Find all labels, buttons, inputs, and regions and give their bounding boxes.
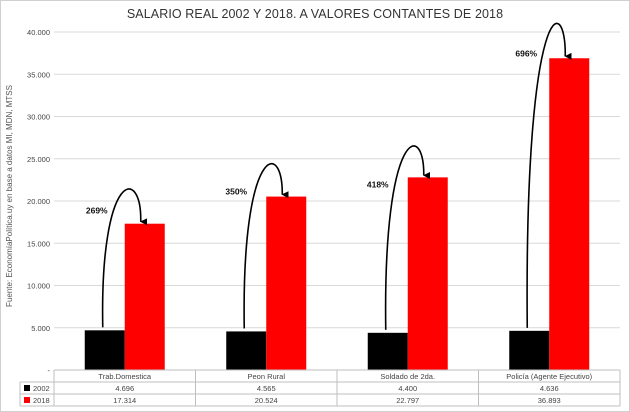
bar-2018-0 <box>124 223 165 370</box>
y-tick-label: 20.000 <box>27 197 50 206</box>
data-label: 4.696 <box>115 384 134 393</box>
y-tick-label: 30.000 <box>27 113 50 122</box>
growth-arrow-2 <box>384 145 431 330</box>
bar-2002-1 <box>226 331 267 370</box>
chart-title: SALARIO REAL 2002 Y 2018. A VALORES CONT… <box>126 7 504 21</box>
growth-arrow-3 <box>526 22 572 328</box>
bar-2018-2 <box>407 177 448 370</box>
data-label: 17.314 <box>113 396 136 405</box>
y-tick-label: 35.000 <box>27 70 50 79</box>
data-label: 22.797 <box>396 396 419 405</box>
category-label: Trab.Domestica <box>98 372 151 381</box>
y-tick-label: 15.000 <box>27 239 50 248</box>
legend-label: 2002 <box>33 384 50 393</box>
y-tick-label: 10.000 <box>27 282 50 291</box>
category-label: Policía (Agente Ejecutivo) <box>506 372 592 381</box>
data-label: 4.400 <box>398 384 417 393</box>
y-tick-label: 5.000 <box>31 324 50 333</box>
legend-swatch-2018 <box>24 397 30 403</box>
category-label: Soldado de 2da. <box>380 372 435 381</box>
bar-2018-1 <box>266 196 307 370</box>
y-tick-label: 40.000 <box>27 28 50 37</box>
data-label: 4.565 <box>257 384 276 393</box>
bar-2002-2 <box>367 332 408 370</box>
y-tick-label: 25.000 <box>27 155 50 164</box>
growth-percent-label: 269% <box>86 206 108 216</box>
growth-percent-label: 418% <box>367 179 389 189</box>
bar-2002-0 <box>84 330 125 370</box>
data-label: 36.893 <box>538 396 561 405</box>
growth-percent-label: 350% <box>225 187 247 197</box>
data-label: 20.524 <box>255 396 278 405</box>
growth-arrow-0 <box>101 188 148 328</box>
data-label: 4.636 <box>540 384 559 393</box>
legend-label: 2018 <box>33 396 50 405</box>
category-label: Peon Rural <box>247 372 285 381</box>
bar-2018-3 <box>549 58 590 370</box>
y-tick-label: - <box>48 366 51 375</box>
growth-percent-label: 696% <box>515 48 537 58</box>
growth-arrow-1 <box>243 162 289 329</box>
legend-swatch-2002 <box>24 385 30 391</box>
bar-2002-3 <box>509 330 550 370</box>
